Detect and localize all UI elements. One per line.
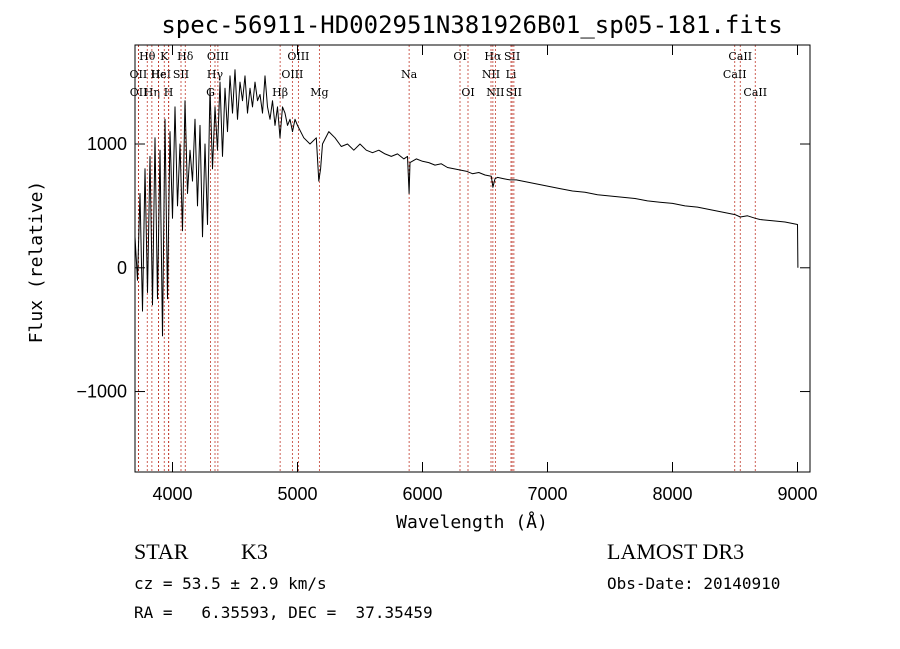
line-marker-label-19: OI: [453, 50, 466, 63]
axes: 4000 5000 6000 7000 8000 9000 −1000 0 1000: [76, 45, 818, 504]
x-axis-label: Wavelength (Å): [396, 511, 548, 533]
x-tick-label-1: 5000: [277, 484, 317, 504]
line-marker-label-23: NII: [486, 86, 504, 99]
line-marker-label-4: K: [160, 50, 169, 63]
line-marker-label-27: CaII: [728, 50, 752, 63]
line-marker-label-2: OII: [130, 86, 148, 99]
y-axis-label: Flux (relative): [26, 181, 47, 344]
line-marker-label-28: CaII: [723, 68, 747, 81]
line-marker-label-29: CaII: [743, 86, 767, 99]
emission-line-markers: HθOIIOIIHεKHηHeIHSIIHδOIIIHγGHβOIIIOIIIM…: [130, 45, 767, 472]
line-marker-label-5: Hη: [144, 86, 160, 99]
series-layer: [134, 69, 799, 337]
line-marker-label-15: OIII: [287, 50, 309, 63]
coordinates: RA = 6.35593, DEC = 37.35459: [134, 603, 433, 622]
line-marker-label-24: SII: [504, 50, 520, 63]
line-marker-label-8: H: [164, 86, 174, 99]
x-tick-label-2: 6000: [402, 484, 442, 504]
line-marker-label-6: He: [150, 68, 166, 81]
series-line-0: [134, 69, 799, 337]
line-marker-label-18: Na: [401, 68, 418, 81]
x-tick-label-3: 7000: [527, 484, 567, 504]
y-tick-label-0: −1000: [76, 382, 127, 402]
line-marker-label-20: OI: [461, 86, 474, 99]
line-marker-label-11: OIII: [207, 50, 229, 63]
line-marker-label-26: SII: [506, 86, 522, 99]
object-subclass: K3: [241, 539, 268, 564]
line-marker-label-21: Hα: [484, 50, 502, 63]
y-tick-label-2: 1000: [87, 134, 127, 154]
line-marker-label-10: Hδ: [177, 50, 194, 63]
plot-frame: [134, 44, 811, 473]
line-marker-label-17: Mg: [310, 86, 328, 99]
line-marker-label-25: Li: [506, 68, 517, 81]
line-marker-label-12: Hγ: [207, 68, 224, 81]
line-marker-label-9: SII: [173, 68, 189, 81]
line-marker-label-16: OIII: [281, 68, 303, 81]
survey-name: LAMOST DR3: [607, 539, 745, 564]
obs-date: Obs-Date: 20140910: [607, 574, 781, 593]
redshift-value: cz = 53.5 ± 2.9 km/s: [134, 574, 327, 593]
x-tick-label-4: 8000: [652, 484, 692, 504]
line-marker-label-0: Hθ: [139, 50, 156, 63]
line-marker-label-14: Hβ: [272, 86, 288, 99]
line-marker-label-22: NII: [482, 68, 500, 81]
object-class: STAR: [134, 539, 189, 564]
chart-title: spec-56911-HD002951N381926B01_sp05-181.f…: [161, 11, 782, 39]
x-tick-label-5: 9000: [777, 484, 817, 504]
x-tick-label-0: 4000: [152, 484, 192, 504]
y-tick-label-1: 0: [117, 258, 127, 278]
